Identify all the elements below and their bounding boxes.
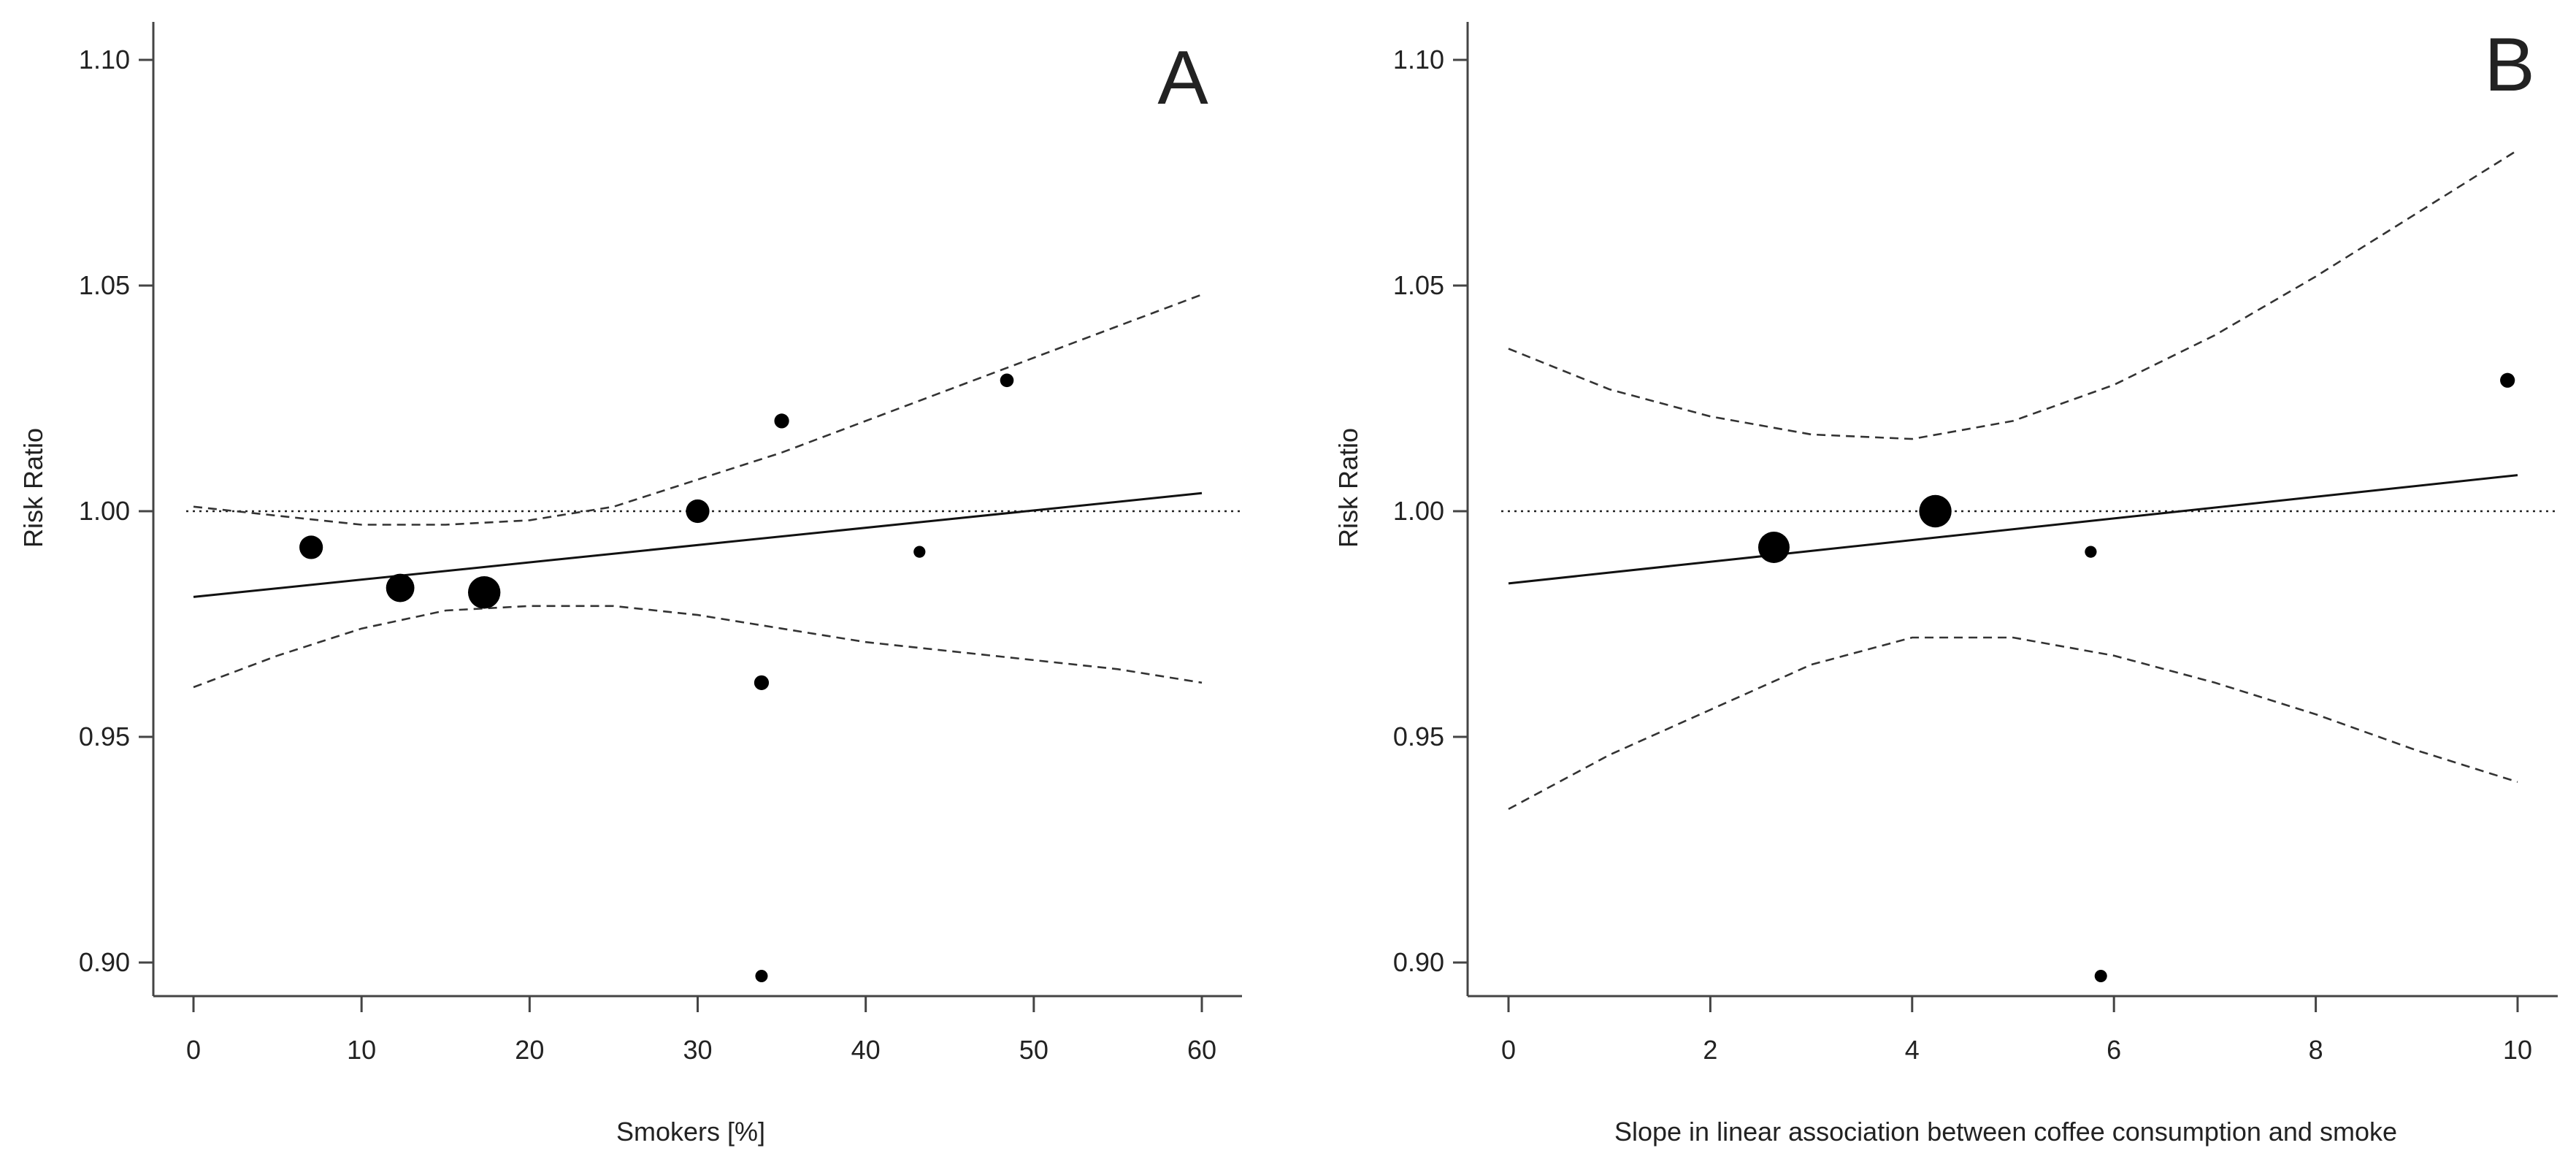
panel-a-y-tick-label: 1.10 xyxy=(79,45,130,74)
panel-a-x-tick-label: 30 xyxy=(683,1035,712,1065)
panel-a-x-tick-label: 10 xyxy=(347,1035,376,1065)
panel-b-x-tick-label: 10 xyxy=(2503,1035,2532,1065)
panel-a-study-point xyxy=(467,576,501,609)
panel-a-x-tick-label: 50 xyxy=(1019,1035,1049,1065)
panel-a-study-point xyxy=(913,546,926,558)
panel-b-study-point xyxy=(2500,372,2515,388)
panel-b-y-tick-label: 1.10 xyxy=(1393,45,1444,74)
panel-b-study-point xyxy=(2085,546,2097,558)
panel-b-y-tick-label: 1.00 xyxy=(1393,496,1444,526)
panel-a-study-point xyxy=(754,675,770,690)
panel-b-x-tick-label: 6 xyxy=(2107,1035,2121,1065)
panel-b-y-axis-title: Risk Ratio xyxy=(1333,428,1363,548)
panel-b-ci-upper-line xyxy=(1508,149,2518,440)
panel-a-x-tick-label: 0 xyxy=(186,1035,201,1065)
panel-a-y-tick-label: 1.00 xyxy=(79,496,130,526)
panel-a-y-tick-label: 1.05 xyxy=(79,270,130,300)
panel-b-x-tick-label: 8 xyxy=(2309,1035,2323,1065)
panel-a-x-tick-label: 20 xyxy=(515,1035,544,1065)
panel-a-study-point xyxy=(386,573,415,602)
panel-a-y-tick-label: 0.90 xyxy=(79,947,130,977)
panel-b-regression-line xyxy=(1508,474,2518,585)
panel-b-x-tick-label: 0 xyxy=(1501,1035,1516,1065)
panel-a-study-point xyxy=(1000,373,1014,388)
panel-b-y-tick-label: 0.95 xyxy=(1393,722,1444,751)
panel-b-x-tick-label: 2 xyxy=(1703,1035,1717,1065)
panel-b-y-tick-label: 1.05 xyxy=(1393,270,1444,300)
panel-a-study-point xyxy=(686,499,710,524)
panel-a-study-point xyxy=(299,535,323,559)
panel-b-x-tick-label: 4 xyxy=(1905,1035,1920,1065)
panel-a-regression-line xyxy=(193,491,1203,598)
panel-b-x-axis-title: Slope in linear association between coff… xyxy=(1614,1117,2397,1147)
panel-b-study-point xyxy=(1919,494,1952,528)
panel-a-ci-upper-line xyxy=(193,294,1203,526)
panel-b-y-tick-label: 0.90 xyxy=(1393,947,1444,977)
panel-a-y-axis-title: Risk Ratio xyxy=(18,428,48,548)
panel-b-label: B xyxy=(2484,23,2534,107)
panel-a-x-tick-label: 60 xyxy=(1187,1035,1216,1065)
panel-a-x-tick-label: 40 xyxy=(851,1035,881,1065)
panel-a-x-axis-title: Smokers [%] xyxy=(616,1117,765,1147)
panel-a: Smokers [%] Risk Ratio A 0.90 0.95 1.00 1.0… xyxy=(18,22,1242,1147)
panel-a-ci-lower-line xyxy=(193,605,1203,689)
panel-b-study-point xyxy=(1757,531,1790,563)
panel-b-study-point xyxy=(2094,970,2107,983)
panel-b-ci-lower-line xyxy=(1508,636,2518,811)
panel-a-label: A xyxy=(1157,36,1208,120)
panel-b: Slope in linear association between coff… xyxy=(1333,22,2558,1147)
panel-a-y-tick-label: 0.95 xyxy=(79,722,130,751)
panel-a-study-point xyxy=(755,970,768,983)
panel-a-study-point xyxy=(774,413,789,429)
